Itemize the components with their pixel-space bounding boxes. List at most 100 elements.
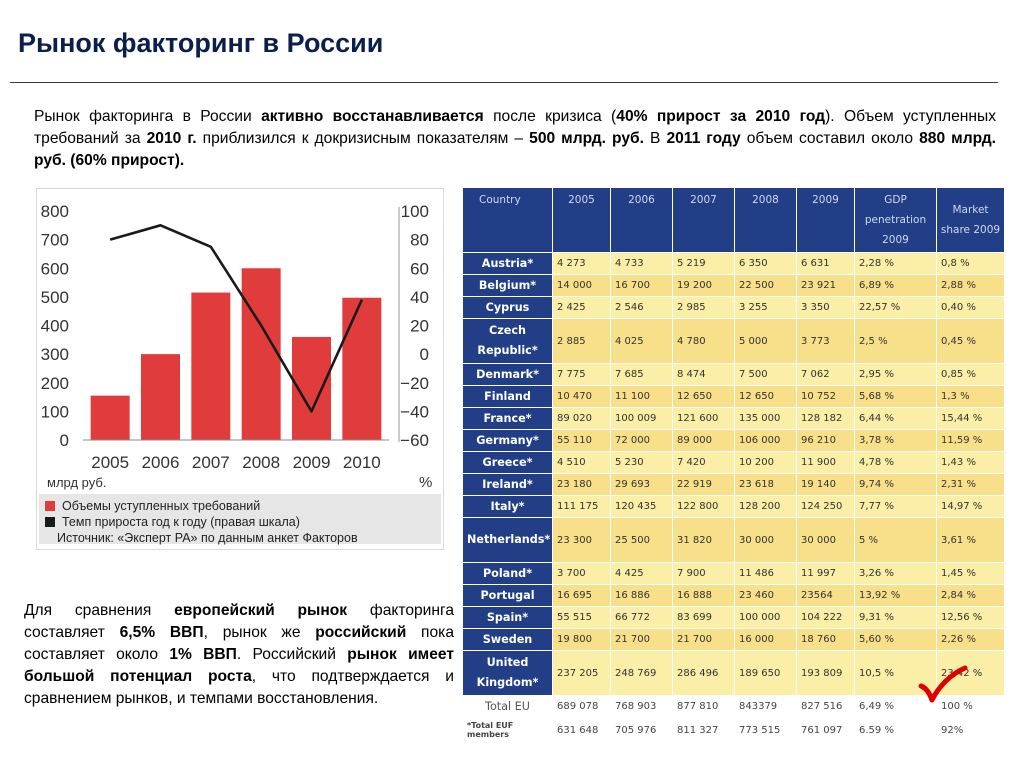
value-cell: 0,45 %: [936, 318, 1005, 364]
total-value-cell: 6.59 %: [854, 717, 937, 743]
table-row: Italy* 111 175 120 435 122 800 128 200 124 25…: [462, 495, 1005, 518]
country-cell: France*: [462, 407, 553, 430]
value-cell: 23,42 %: [936, 650, 1005, 696]
value-cell: 22 500: [734, 274, 797, 297]
factoring-chart: 8007006005004003002001000100806040200−20…: [41, 202, 433, 491]
total-value-cell: 92%: [936, 717, 1005, 743]
table-row: Belgium* 14 000 16 700 19 200 22 500 23 921 6,…: [462, 274, 1005, 297]
total-value-cell: 705 976: [610, 717, 673, 743]
chart-legend: Объемы уступленных требований Темп приро…: [39, 494, 441, 546]
value-cell: 106 000: [734, 429, 797, 452]
value-cell: 189 650: [734, 650, 797, 696]
value-cell: 13,92 %: [854, 584, 937, 607]
x-tick-label: 2008: [242, 453, 280, 472]
country-cell: Poland*: [462, 562, 553, 585]
value-cell: 1,43 %: [936, 451, 1005, 474]
value-cell: 100 000: [734, 606, 797, 629]
country-cell: Czech Republic*: [462, 318, 553, 364]
legend-label-volume: Объемы уступленных требований: [62, 499, 261, 513]
table-header-row: Country 2005 2006 2007 2008 2009 GDP pen…: [462, 187, 1005, 253]
country-cell: Spain*: [462, 606, 553, 629]
country-cell: Denmark*: [462, 363, 553, 386]
value-cell: 23 618: [734, 473, 797, 496]
total-label-cell: Total EU: [462, 695, 553, 718]
value-cell: 5,60 %: [854, 628, 937, 651]
country-cell: Ireland*: [462, 473, 553, 496]
page-title: Рынок факторинг в России: [18, 28, 384, 58]
country-cell: Cyprus: [462, 296, 553, 319]
header-2009: 2009: [796, 187, 855, 253]
value-cell: 19 200: [672, 274, 735, 297]
y2-tick-label: 80: [410, 231, 429, 250]
x-axis-label: млрд руб.: [47, 475, 106, 490]
value-cell: 72 000: [610, 429, 673, 452]
y-tick-label: 500: [41, 288, 69, 307]
country-cell: Belgium*: [462, 274, 553, 297]
value-cell: 10 200: [734, 451, 797, 474]
value-cell: 7 900: [672, 562, 735, 585]
value-cell: 2,28 %: [854, 252, 937, 275]
value-cell: 11 100: [610, 385, 673, 408]
bar: [241, 268, 281, 440]
value-cell: 1,3 %: [936, 385, 1005, 408]
table-row: Poland* 3 700 4 425 7 900 11 486 11 997 3,26 %…: [462, 562, 1005, 585]
value-cell: 4 733: [610, 252, 673, 275]
value-cell: 3 700: [552, 562, 611, 585]
y-tick-label: 200: [41, 374, 69, 393]
y2-tick-label: 100: [401, 202, 429, 221]
bar: [191, 292, 231, 440]
value-cell: 6 631: [796, 252, 855, 275]
value-cell: 2 546: [610, 296, 673, 319]
value-cell: 12 650: [672, 385, 735, 408]
value-cell: 2,88 %: [936, 274, 1005, 297]
value-cell: 31 820: [672, 517, 735, 563]
header-2006: 2006: [610, 187, 673, 253]
value-cell: 22,57 %: [854, 296, 937, 319]
total-value-cell: 631 648: [552, 717, 611, 743]
bar: [141, 354, 180, 440]
legend-swatch-line: [45, 517, 55, 527]
table-row: Portugal 16 695 16 886 16 888 23 460 23564 13,…: [462, 584, 1005, 607]
country-cell: United Kingdom*: [462, 650, 553, 696]
value-cell: 120 435: [610, 495, 673, 518]
y2-tick-label: 40: [410, 288, 429, 307]
y-tick-label: 400: [41, 317, 69, 336]
value-cell: 100 009: [610, 407, 673, 430]
value-cell: 104 222: [796, 606, 855, 629]
value-cell: 21 700: [672, 628, 735, 651]
total-value-cell: 877 810: [672, 695, 735, 718]
value-cell: 0,85 %: [936, 363, 1005, 386]
total-label-cell: *Total EUF members: [462, 717, 553, 743]
value-cell: 5 %: [854, 517, 937, 563]
x-tick-label: 2007: [192, 453, 230, 472]
value-cell: 122 800: [672, 495, 735, 518]
table-row: Finland 10 470 11 100 12 650 12 650 10 752 5,6…: [462, 385, 1005, 408]
chart-source: Источник: «Эксперт РА» по данным анкет Ф…: [57, 530, 358, 546]
comparison-paragraph: Для сравнения европейский рынок факторин…: [24, 602, 455, 707]
y-tick-label: 100: [41, 402, 69, 421]
value-cell: 55 515: [552, 606, 611, 629]
country-cell: Sweden: [462, 628, 553, 651]
value-cell: 9,31 %: [854, 606, 937, 629]
value-cell: 4 780: [672, 318, 735, 364]
value-cell: 16 888: [672, 584, 735, 607]
value-cell: 7 775: [552, 363, 611, 386]
y2-tick-label: −40: [400, 402, 429, 421]
table-row: Germany* 55 110 72 000 89 000 106 000 96 210 3…: [462, 429, 1005, 452]
value-cell: 2 885: [552, 318, 611, 364]
table-body: Austria* 4 273 4 733 5 219 6 350 6 631 2,28 % 0…: [462, 252, 1005, 743]
y-tick-label: 600: [41, 259, 69, 278]
value-cell: 2 425: [552, 296, 611, 319]
table-row: Denmark* 7 775 7 685 8 474 7 500 7 062 2,95 % 0…: [462, 363, 1005, 386]
value-cell: 19 140: [796, 473, 855, 496]
value-cell: 0,40 %: [936, 296, 1005, 319]
legend-swatch-bar: [45, 501, 55, 511]
country-cell: Greece*: [462, 451, 553, 474]
value-cell: 83 699: [672, 606, 735, 629]
value-cell: 6,89 %: [854, 274, 937, 297]
value-cell: 18 760: [796, 628, 855, 651]
table-row: Spain* 55 515 66 772 83 699 100 000 104 222 9,…: [462, 606, 1005, 629]
value-cell: 193 809: [796, 650, 855, 696]
value-cell: 22 919: [672, 473, 735, 496]
value-cell: 16 886: [610, 584, 673, 607]
